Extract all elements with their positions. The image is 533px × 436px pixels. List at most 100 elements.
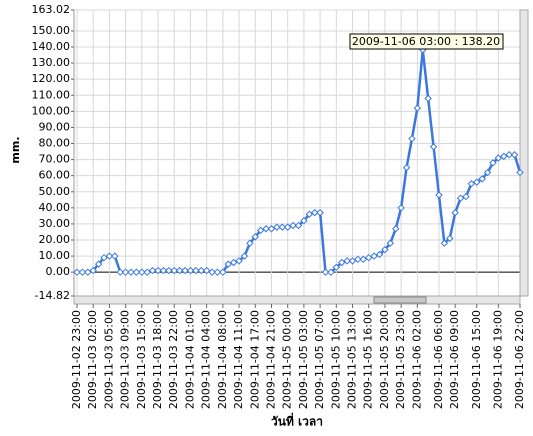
data-point <box>89 266 97 275</box>
x-tick-label: 2009-11-03 02:00 <box>86 310 99 409</box>
data-point <box>478 175 486 183</box>
x-tick-label: 2009-11-06 15:00 <box>470 310 483 409</box>
data-point <box>424 94 432 103</box>
y-tick-label: 10.00 <box>39 249 71 262</box>
scroll-thumb[interactable] <box>373 296 427 304</box>
data-point <box>392 225 400 233</box>
x-tick-label: 2009-11-05 23:00 <box>394 310 407 409</box>
data-point <box>181 266 189 275</box>
data-point <box>489 159 497 167</box>
data-point <box>94 260 103 268</box>
vertical-scrollbar[interactable] <box>519 9 529 297</box>
data-point <box>202 266 211 275</box>
data-point <box>224 260 232 268</box>
data-point <box>246 239 254 247</box>
x-tick-label: 2009-11-05 07:00 <box>313 310 326 409</box>
grid <box>74 9 521 297</box>
x-tick-label: 2009-11-05 20:00 <box>378 310 391 409</box>
data-point <box>516 168 524 177</box>
y-tick-label: 130.00 <box>32 56 71 69</box>
data-point <box>300 216 308 225</box>
y-axis-title: mm. <box>9 136 22 163</box>
x-tick-label: 2009-11-05 00:00 <box>281 310 294 409</box>
y-tick-label: 0.00 <box>46 265 71 278</box>
data-point <box>348 257 357 265</box>
data-point <box>332 263 341 272</box>
data-point <box>165 266 173 275</box>
data-point <box>186 266 195 275</box>
data-point <box>127 268 135 276</box>
data-point <box>240 252 249 260</box>
data-point <box>456 194 465 202</box>
data-point <box>440 239 449 247</box>
x-tick-label: 2009-11-03 05:00 <box>102 310 115 409</box>
data-point <box>494 154 503 162</box>
data-point <box>289 221 297 230</box>
data-point <box>467 180 476 188</box>
data-point <box>343 257 351 265</box>
data-point <box>413 104 422 112</box>
data-point <box>386 239 395 247</box>
x-tick-label: 2009-11-06 22:00 <box>513 310 526 409</box>
data-point <box>256 226 265 235</box>
data-point <box>283 223 292 231</box>
x-tick-label: 2009-11-03 15:00 <box>135 310 148 409</box>
data-point <box>213 268 222 276</box>
data-point <box>175 266 184 275</box>
y-tick-label: 90.00 <box>39 120 71 133</box>
data-point <box>305 210 314 218</box>
data-point <box>354 255 362 264</box>
y-tick-label: 70.00 <box>39 153 71 166</box>
data-point <box>402 163 411 172</box>
x-tick-label: 2009-11-03 09:00 <box>119 310 132 409</box>
data-point <box>408 134 416 143</box>
x-axis-title: วันที่ เวลา <box>271 413 323 429</box>
y-tick-label: 30.00 <box>39 217 71 230</box>
x-tick-label: 2009-11-05 10:00 <box>329 310 342 409</box>
data-point <box>197 266 205 275</box>
data-point <box>219 268 227 276</box>
y-tick-label: 110.00 <box>32 88 71 101</box>
x-tick-label: 2009-11-04 11:00 <box>232 310 245 409</box>
data-point <box>278 223 287 231</box>
data-point <box>310 208 319 217</box>
data-point <box>483 168 492 177</box>
data-point <box>370 252 378 260</box>
y-tick-label: 60.00 <box>39 169 71 182</box>
x-tick-label: 2009-11-04 08:00 <box>216 310 229 409</box>
x-tick-label: 2009-11-03 18:00 <box>151 310 164 409</box>
data-point <box>121 268 130 276</box>
data-point <box>359 255 368 264</box>
x-tick-label: 2009-11-06 02:00 <box>410 310 423 409</box>
data-point <box>338 258 346 267</box>
data-point <box>159 266 168 275</box>
y-tick-label: 150.00 <box>32 24 71 37</box>
data-point <box>111 252 119 260</box>
x-tick-label: 2009-11-04 21:00 <box>264 310 277 409</box>
data-point <box>148 266 157 275</box>
y-tick-label: 80.00 <box>39 137 71 150</box>
y-tick-label: 120.00 <box>32 72 71 85</box>
data-point <box>78 268 87 276</box>
x-tick-label: 2009-11-04 01:00 <box>183 310 196 409</box>
x-tick-label: 2009-11-04 17:00 <box>248 310 261 409</box>
data-point <box>462 192 470 201</box>
x-tick-label: 2009-11-05 13:00 <box>346 310 359 409</box>
data-point <box>73 268 81 276</box>
data-point <box>397 204 405 212</box>
data-point <box>132 268 141 276</box>
x-tick-label: 2009-11-04 04:00 <box>200 310 213 409</box>
data-point <box>510 151 519 159</box>
x-tick-label: 2009-11-06 19:00 <box>491 310 504 409</box>
data-point <box>267 225 276 233</box>
plot-area <box>73 9 521 297</box>
annotation: 2009-11-06 03:00 : 138.20 <box>352 35 500 48</box>
horizontal-scrollbar[interactable] <box>73 295 521 305</box>
data-point <box>435 191 443 199</box>
x-tick-label: 2009-11-03 22:00 <box>167 310 180 409</box>
data-point <box>84 268 92 276</box>
x-tick-label: 2009-11-05 03:00 <box>297 310 310 409</box>
data-point <box>116 268 124 276</box>
data-point <box>429 143 438 151</box>
